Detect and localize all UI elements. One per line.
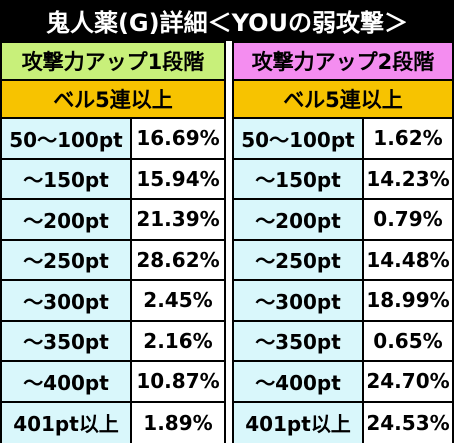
table-subheader: ベル5連以上 (2, 81, 224, 119)
row-value: 2.16% (132, 321, 224, 360)
row-value: 18.99% (364, 281, 452, 320)
table-row: 〜250pt 28.62% (2, 240, 224, 281)
row-label: 〜150pt (234, 159, 364, 198)
table-row: 〜350pt 0.65% (234, 321, 452, 362)
row-label: 〜250pt (234, 240, 364, 279)
row-value: 2.45% (132, 281, 224, 320)
page-title: 鬼人薬(G)詳細＜YOUの弱攻撃＞ (0, 0, 454, 41)
row-value: 0.79% (364, 200, 452, 239)
row-value: 0.65% (364, 321, 452, 360)
row-label: 401pt以上 (2, 402, 132, 443)
row-label: 401pt以上 (234, 402, 364, 443)
table-row: 401pt以上 24.53% (234, 402, 452, 443)
row-label: 〜150pt (2, 159, 132, 198)
table-row: 〜200pt 21.39% (2, 200, 224, 241)
table-level1: 攻撃力アップ1段階 ベル5連以上 50〜100pt 16.69% 〜150pt 15… (0, 41, 226, 443)
table-row: 〜300pt 18.99% (234, 281, 452, 322)
row-label: 50〜100pt (2, 119, 132, 158)
table-rows: 50〜100pt 16.69% 〜150pt 15.94% 〜200pt 21.39%… (2, 119, 224, 443)
row-value: 14.23% (364, 159, 452, 198)
row-label: 〜400pt (234, 362, 364, 401)
table-header: 攻撃力アップ1段階 (2, 43, 224, 81)
table-row: 〜300pt 2.45% (2, 281, 224, 322)
table-row: 〜250pt 14.48% (234, 240, 452, 281)
table-rows: 50〜100pt 1.62% 〜150pt 14.23% 〜200pt 0.79% 〜… (234, 119, 452, 443)
table-row: 50〜100pt 1.62% (234, 119, 452, 160)
row-value: 1.89% (132, 402, 224, 443)
table-subheader: ベル5連以上 (234, 81, 452, 119)
row-label: 〜300pt (234, 281, 364, 320)
row-value: 28.62% (132, 240, 224, 279)
row-label: 〜250pt (2, 240, 132, 279)
table-row: 50〜100pt 16.69% (2, 119, 224, 160)
row-value: 16.69% (132, 119, 224, 158)
table-row: 401pt以上 1.89% (2, 402, 224, 443)
row-value: 1.62% (364, 119, 452, 158)
row-value: 10.87% (132, 362, 224, 401)
table-row: 〜200pt 0.79% (234, 200, 452, 241)
row-value: 24.53% (364, 402, 452, 443)
row-label: 〜350pt (234, 321, 364, 360)
row-label: 〜200pt (2, 200, 132, 239)
table-divider (226, 41, 232, 443)
row-label: 〜300pt (2, 281, 132, 320)
table-row: 〜400pt 10.87% (2, 362, 224, 403)
row-label: 〜200pt (234, 200, 364, 239)
table-row: 〜400pt 24.70% (234, 362, 452, 403)
row-value: 24.70% (364, 362, 452, 401)
table-header: 攻撃力アップ2段階 (234, 43, 452, 81)
row-label: 〜400pt (2, 362, 132, 401)
row-value: 15.94% (132, 159, 224, 198)
table-row: 〜350pt 2.16% (2, 321, 224, 362)
table-row: 〜150pt 14.23% (234, 159, 452, 200)
row-value: 21.39% (132, 200, 224, 239)
row-value: 14.48% (364, 240, 452, 279)
table-row: 〜150pt 15.94% (2, 159, 224, 200)
row-label: 〜350pt (2, 321, 132, 360)
table-level2: 攻撃力アップ2段階 ベル5連以上 50〜100pt 1.62% 〜150pt 14.… (232, 41, 454, 443)
row-label: 50〜100pt (234, 119, 364, 158)
